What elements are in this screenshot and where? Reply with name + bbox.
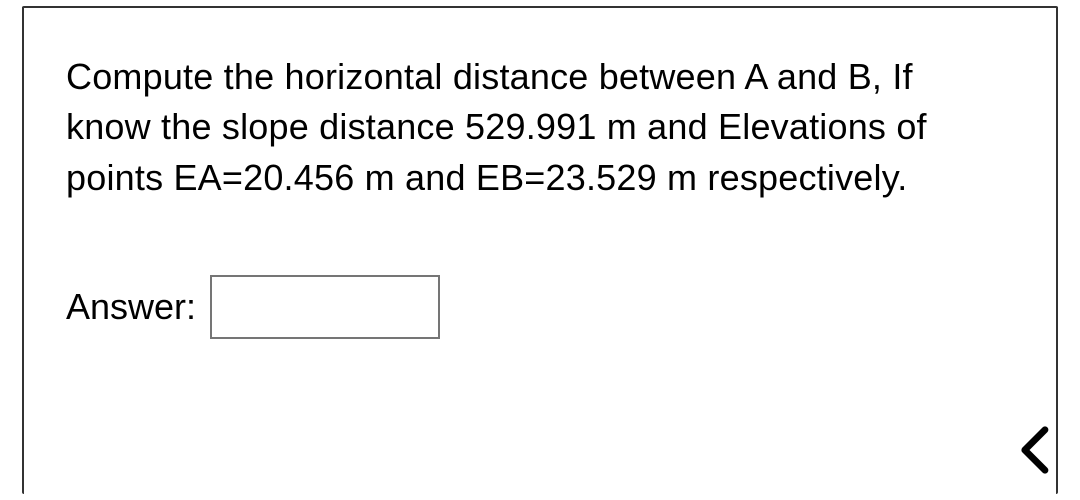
chevron-left-icon	[1009, 423, 1063, 477]
answer-label: Answer:	[66, 286, 196, 328]
answer-row: Answer:	[66, 275, 946, 339]
question-text: Compute the horizontal distance between …	[66, 52, 946, 203]
answer-input[interactable]	[210, 275, 440, 339]
previous-button[interactable]	[1000, 414, 1072, 486]
question-card: Compute the horizontal distance between …	[22, 6, 1058, 494]
